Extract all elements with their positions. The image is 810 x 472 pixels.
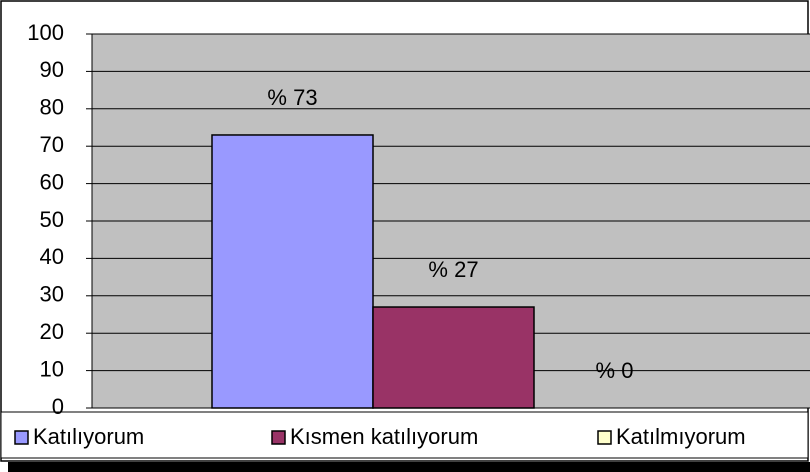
- legend-swatch: [597, 430, 612, 445]
- data-label: % 27: [428, 257, 478, 282]
- legend-swatch: [14, 430, 29, 445]
- legend-label: Kısmen katılıyorum: [290, 424, 478, 449]
- frame-shadow: [8, 462, 810, 472]
- legend-label: Katılmıyorum: [616, 424, 746, 449]
- bar: [372, 306, 535, 409]
- y-tick-label: 80: [40, 95, 64, 120]
- y-tick-label: 70: [40, 132, 64, 157]
- legend-label: Katılıyorum: [33, 424, 144, 449]
- bar: [211, 134, 374, 409]
- y-tick-label: 30: [40, 282, 64, 307]
- y-tick-label: 100: [27, 20, 64, 45]
- y-tick-label: 60: [40, 169, 64, 194]
- y-tick-label: 0: [52, 394, 64, 419]
- y-tick-label: 40: [40, 244, 64, 269]
- legend-swatch: [271, 430, 286, 445]
- y-tick-label: 90: [40, 57, 64, 82]
- data-label: % 73: [267, 85, 317, 110]
- data-label: % 0: [596, 358, 634, 383]
- legend-box: [0, 411, 809, 459]
- y-tick-label: 10: [40, 356, 64, 381]
- y-tick-label: 20: [40, 319, 64, 344]
- y-tick-label: 50: [40, 207, 64, 232]
